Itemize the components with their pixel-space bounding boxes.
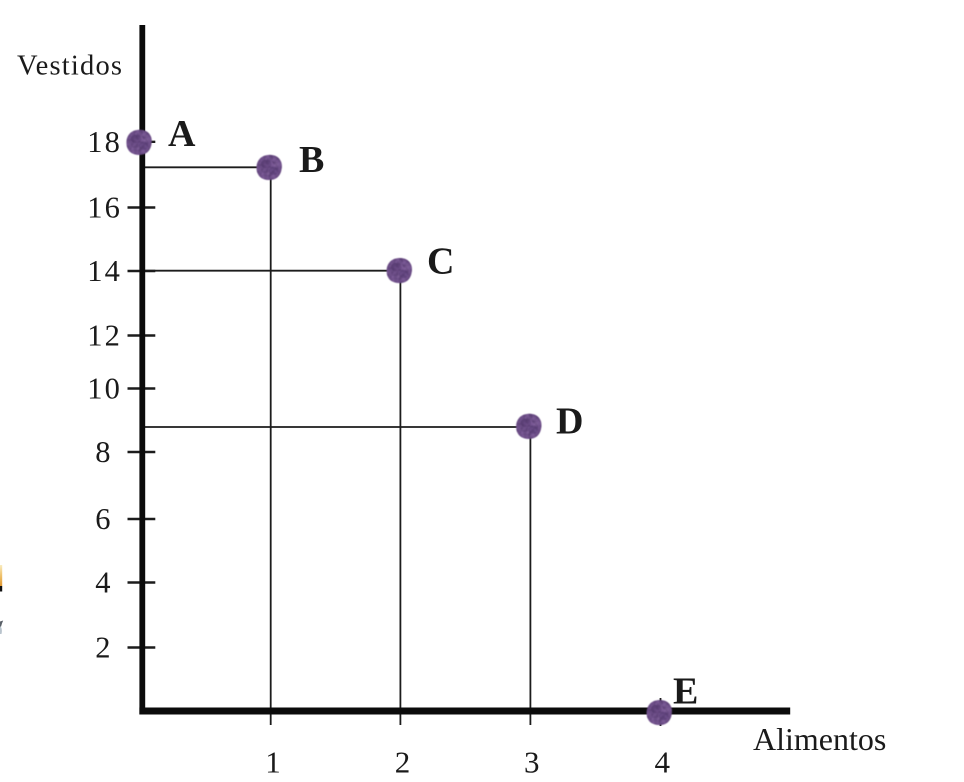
svg-text:4: 4	[654, 745, 670, 780]
svg-text:18: 18	[87, 125, 122, 159]
svg-text:10: 10	[87, 372, 122, 406]
svg-text:Alimentos: Alimentos	[753, 721, 886, 757]
svg-text:2: 2	[95, 631, 112, 665]
svg-text:1: 1	[265, 745, 281, 780]
svg-text:8: 8	[95, 435, 112, 469]
svg-text:B: B	[299, 139, 324, 181]
svg-text:6: 6	[95, 502, 112, 536]
svg-text:12: 12	[87, 319, 122, 353]
svg-text:4: 4	[95, 566, 112, 600]
svg-text:E: E	[673, 671, 698, 713]
svg-text:3: 3	[524, 745, 540, 780]
svg-text:14: 14	[87, 254, 122, 288]
svg-text:A: A	[168, 113, 196, 155]
svg-text:Vestidos: Vestidos	[17, 51, 123, 82]
svg-text:16: 16	[87, 191, 122, 225]
svg-text:D: D	[556, 401, 583, 443]
svg-text:C: C	[427, 241, 454, 283]
svg-text:2: 2	[395, 745, 411, 780]
